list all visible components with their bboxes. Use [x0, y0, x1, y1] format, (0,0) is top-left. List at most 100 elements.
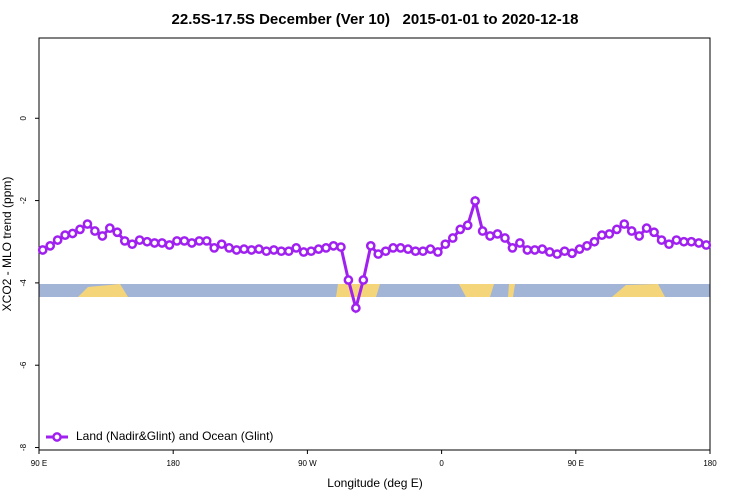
data-point	[552, 249, 563, 259]
data-point	[604, 229, 615, 239]
data-point	[485, 231, 495, 241]
data-point	[127, 239, 138, 250]
y-axis-title: XCO2 - MLO trend (ppm)	[0, 177, 14, 312]
x-axis-title: Longitude (deg E)	[327, 476, 422, 490]
data-point	[172, 236, 182, 246]
data-point	[686, 236, 697, 247]
data-point	[224, 243, 234, 253]
data-point	[626, 226, 637, 236]
data-point	[112, 227, 123, 238]
data-point	[209, 243, 220, 253]
data-point	[142, 236, 152, 247]
data-point	[403, 244, 413, 254]
data-point	[529, 245, 540, 255]
land-ocean-strip	[39, 284, 710, 297]
data-point	[365, 241, 376, 251]
data-point	[351, 303, 361, 313]
data-point	[641, 223, 652, 234]
data-point	[328, 241, 339, 251]
data-point	[298, 247, 309, 257]
land-patch	[508, 284, 515, 297]
data-point	[283, 246, 294, 257]
data-point	[186, 238, 197, 248]
data-point	[52, 235, 63, 245]
data-point	[455, 224, 466, 235]
data-point	[679, 236, 689, 247]
x-tick-label: 180	[167, 459, 181, 468]
data-point	[194, 236, 205, 246]
data-point	[537, 244, 548, 254]
data-point	[410, 246, 421, 257]
data-point	[261, 246, 272, 257]
data-point	[164, 240, 175, 250]
data-point	[559, 246, 570, 257]
data-point	[134, 235, 145, 245]
x-tick-label: 90 E	[568, 459, 584, 468]
data-point	[67, 228, 78, 239]
legend-marker	[52, 432, 62, 442]
data-point	[574, 244, 585, 254]
data-point	[418, 246, 428, 257]
data-point	[515, 238, 525, 248]
data-point	[60, 230, 70, 241]
data-point	[157, 238, 167, 248]
data-point	[447, 233, 458, 243]
data-point	[589, 236, 600, 247]
land-patch	[459, 284, 494, 297]
x-tick-label: 90 E	[31, 459, 47, 468]
y-tick-label: 0	[19, 115, 28, 120]
data-point	[321, 243, 331, 253]
data-point	[201, 236, 212, 246]
data-point	[500, 233, 510, 243]
data-point	[567, 248, 577, 259]
data-point	[582, 241, 592, 251]
data-point	[425, 244, 436, 254]
data-point	[380, 246, 391, 257]
data-point	[104, 223, 115, 234]
data-point	[45, 241, 56, 251]
data-point	[254, 244, 264, 254]
data-point	[82, 219, 93, 229]
data-point	[216, 239, 227, 250]
data-point	[395, 243, 406, 253]
data-point	[544, 247, 555, 257]
data-point	[343, 275, 354, 285]
land-patch	[78, 284, 128, 297]
data-point	[97, 231, 108, 241]
data-point	[291, 243, 302, 253]
data-point	[231, 245, 242, 255]
data-point	[611, 224, 622, 235]
x-tick-label: 0	[439, 459, 444, 468]
data-point	[470, 196, 480, 206]
data-point	[619, 219, 630, 229]
data-point	[693, 238, 704, 248]
data-point	[701, 240, 712, 250]
data-point	[373, 249, 384, 259]
data-point	[37, 245, 48, 255]
data-point	[671, 235, 682, 245]
data-point	[507, 243, 518, 253]
data-point	[276, 246, 287, 257]
data-point	[119, 236, 130, 246]
y-tick-label: -8	[19, 443, 28, 451]
chart-title: 22.5S-17.5S December (Ver 10) 2015-01-01…	[172, 11, 579, 28]
data-point	[656, 235, 667, 245]
data-point	[239, 244, 249, 254]
data-point	[358, 275, 369, 285]
data-point	[649, 227, 659, 238]
data-point	[440, 239, 451, 250]
data-point	[522, 245, 533, 255]
data-point	[149, 238, 160, 248]
x-tick-label: 90 W	[298, 459, 317, 468]
data-point	[388, 243, 398, 253]
y-tick-label: -6	[19, 361, 28, 369]
x-tick-label: 180	[703, 459, 717, 468]
data-point	[492, 229, 503, 239]
data-point	[306, 246, 316, 257]
data-point	[634, 231, 645, 241]
data-point	[90, 226, 100, 236]
data-point	[433, 247, 443, 257]
data-point	[313, 244, 324, 254]
data-point	[336, 242, 346, 252]
